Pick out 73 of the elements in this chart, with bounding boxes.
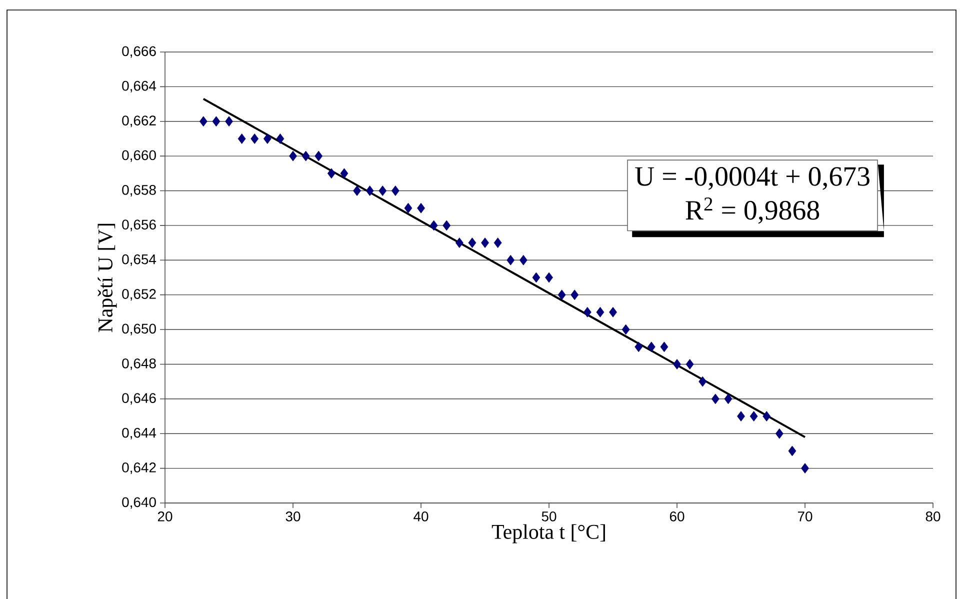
point	[570, 290, 579, 300]
point	[622, 324, 630, 335]
x-axis-title: Teplota t [°C]	[492, 524, 605, 544]
point	[430, 220, 438, 231]
point	[494, 238, 502, 248]
x-tick-label: 50	[542, 511, 556, 522]
point	[545, 272, 553, 283]
y-tick-label: 0,658	[122, 184, 156, 197]
point	[647, 342, 656, 352]
x-tick-label: 60	[670, 511, 684, 522]
point	[314, 150, 323, 162]
point	[737, 411, 745, 422]
point	[366, 186, 374, 196]
point	[391, 186, 400, 196]
point	[250, 134, 259, 144]
x-tick-label: 30	[286, 511, 300, 522]
y-tick-label: 0,652	[122, 289, 156, 301]
point	[583, 306, 592, 318]
point	[558, 290, 566, 300]
point	[686, 359, 694, 370]
y-tick-label: 0,650	[122, 324, 156, 336]
y-tick-label: 0,664	[122, 80, 156, 92]
point	[276, 134, 284, 144]
point	[506, 254, 515, 266]
point	[673, 359, 681, 370]
y-tick-label: 0,648	[122, 358, 156, 370]
y-tick-label: 0,640	[122, 497, 156, 509]
point	[199, 116, 208, 127]
y-tick-label: 0,660	[122, 150, 156, 162]
y-tick-label: 0,656	[122, 220, 156, 232]
point	[238, 134, 246, 144]
point	[378, 186, 387, 196]
point	[404, 202, 412, 214]
x-tick-label: 40	[414, 511, 428, 522]
x-tick-label: 80	[926, 511, 940, 522]
point	[442, 220, 451, 231]
point	[724, 394, 732, 404]
point	[698, 376, 707, 387]
point	[788, 446, 796, 456]
point	[340, 168, 348, 179]
point	[532, 272, 540, 283]
point	[468, 238, 476, 248]
point	[263, 134, 272, 144]
y-axis-title: Napětí U [V]	[98, 224, 117, 332]
point	[289, 150, 297, 162]
x-tick-label: 70	[798, 511, 812, 522]
point	[353, 186, 361, 196]
annotation: U = -0,0004t + 0,673	[635, 167, 870, 190]
point	[417, 202, 425, 214]
point	[519, 254, 528, 266]
y-tick-label: 0,654	[122, 254, 156, 266]
point	[801, 463, 809, 474]
y-tick-label: 0,646	[122, 393, 156, 405]
y-tick-label: 0,644	[122, 428, 156, 440]
y-tick-label: 0,666	[122, 46, 156, 58]
point	[212, 116, 220, 127]
x-tick-label: 20	[158, 511, 172, 522]
point	[711, 394, 720, 404]
point	[609, 306, 617, 318]
y-tick-label: 0,662	[122, 116, 156, 128]
y-tick-label: 0,642	[122, 462, 156, 474]
point	[762, 411, 771, 422]
point	[775, 428, 784, 439]
point	[481, 238, 489, 248]
point	[455, 238, 464, 248]
point	[302, 150, 310, 162]
annotation: R$^{2}$ = 0,9868	[686, 198, 820, 224]
point	[225, 116, 233, 127]
point	[596, 306, 604, 318]
point	[634, 342, 643, 352]
point	[660, 342, 668, 352]
point	[750, 411, 758, 422]
point	[327, 168, 336, 179]
